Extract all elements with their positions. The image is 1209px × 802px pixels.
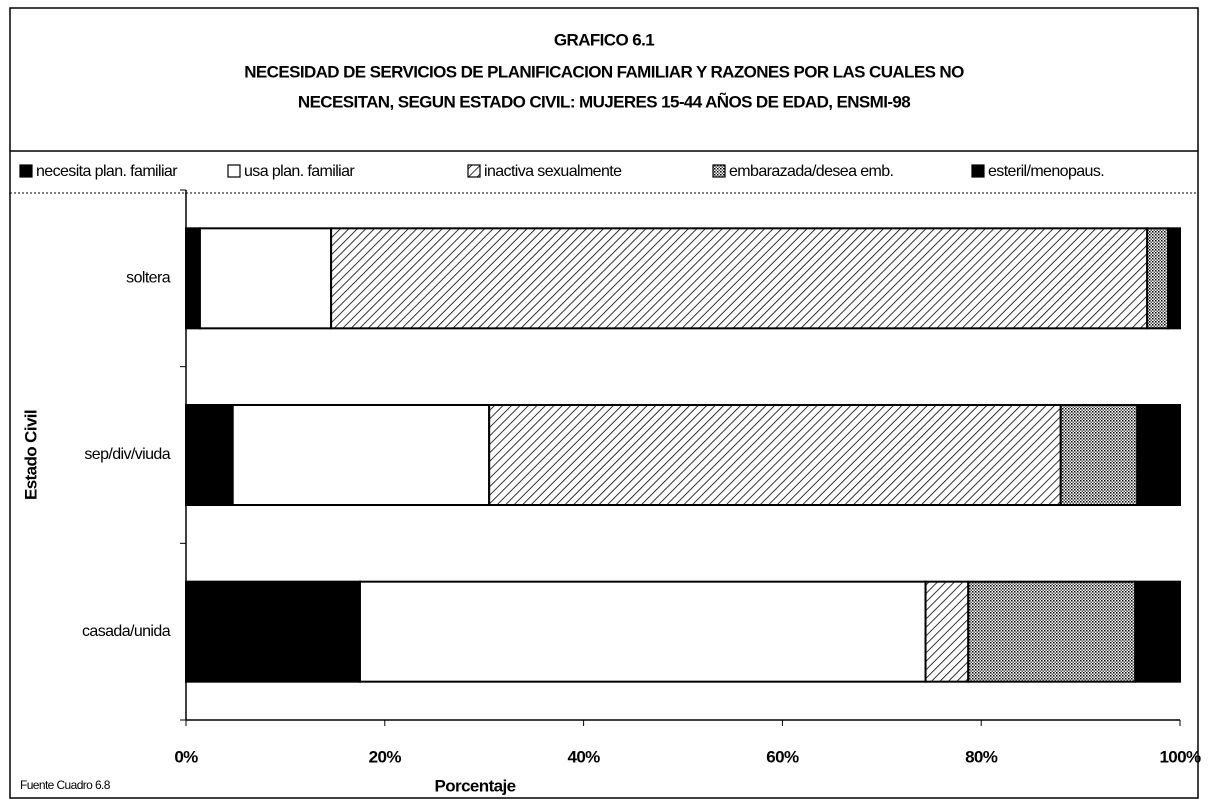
chart-title: NECESITAN, SEGUN ESTADO CIVIL: MUJERES 1… — [298, 91, 910, 111]
legend-label: usa plan. familiar — [244, 163, 355, 180]
x-tick-label: 0% — [174, 747, 198, 766]
x-tick-label: 20% — [369, 747, 402, 766]
legend-swatch — [712, 164, 726, 178]
legend-label: necesita plan. familiar — [36, 163, 178, 180]
frame — [9, 7, 1199, 799]
legend-swatch — [227, 164, 241, 178]
chart-title: GRAFICO 6.1 — [554, 30, 654, 49]
legend-label: esteril/menopaus. — [988, 163, 1104, 180]
bar-segment — [358, 580, 927, 683]
legend-label: inactiva sexualmente — [484, 163, 622, 180]
bar-segment — [1059, 404, 1139, 506]
bar-segment — [924, 580, 970, 683]
x-tick-label: 80% — [965, 747, 998, 766]
bar-segment — [1136, 404, 1182, 506]
source-note: Fuente Cuadro 6.8 — [20, 778, 111, 792]
bar-segment — [1167, 227, 1182, 330]
legend-swatch — [971, 164, 985, 178]
y-axis-label: Estado Civil — [21, 410, 40, 500]
y-tick-label: sep/div/viuda — [84, 446, 170, 463]
legend-swatch — [467, 164, 481, 178]
legend-swatch — [19, 164, 33, 178]
bar-segment — [1146, 227, 1170, 330]
bar-segment — [488, 404, 1062, 506]
bar-segment — [185, 404, 234, 506]
bar-segment — [185, 227, 201, 330]
bar-segment — [231, 404, 491, 506]
bar-segment — [330, 227, 1149, 330]
y-tick-label: casada/unida — [82, 623, 171, 640]
x-tick-label: 60% — [766, 747, 799, 766]
bar-segment — [967, 580, 1137, 683]
legend-label: embarazada/desea emb. — [729, 163, 893, 180]
bar-segment — [185, 580, 361, 683]
x-tick-label: 100% — [1159, 747, 1201, 766]
bar-segment — [1134, 580, 1182, 683]
x-axis-label: Porcentaje — [435, 776, 516, 795]
y-tick-label: soltera — [126, 270, 171, 287]
x-tick-label: 40% — [567, 747, 600, 766]
chart-title: NECESIDAD DE SERVICIOS DE PLANIFICACION … — [244, 62, 964, 81]
bar-segment — [198, 227, 333, 330]
